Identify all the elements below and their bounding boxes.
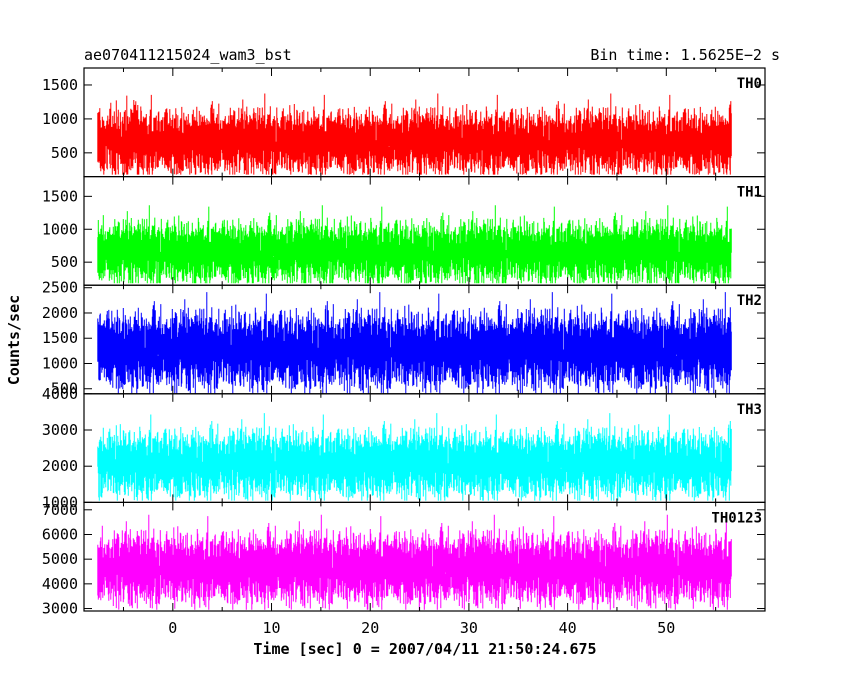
y-tick-label: 3000 bbox=[42, 421, 78, 439]
y-tick-label: 2000 bbox=[42, 304, 78, 322]
y-tick-label: 3000 bbox=[42, 600, 78, 618]
panel-th2: 500 1000 1500 2000 2500 TH2 bbox=[42, 279, 766, 398]
y-tick-label: 500 bbox=[51, 380, 78, 398]
series-th1 bbox=[97, 205, 732, 284]
series-th3 bbox=[97, 413, 732, 501]
chart-title: ae070411215024_wam3_bst bbox=[84, 46, 292, 64]
series-th0123 bbox=[97, 514, 732, 610]
y-tick-label: 1000 bbox=[42, 493, 78, 511]
y-tick-label: 2500 bbox=[42, 279, 78, 297]
x-tick-label: 30 bbox=[460, 619, 478, 637]
x-tick-label: 40 bbox=[559, 619, 577, 637]
y-tick-label: 6000 bbox=[42, 525, 78, 543]
y-tick-label: 4000 bbox=[42, 385, 78, 403]
panel-label: TH3 bbox=[737, 402, 762, 418]
x-axis-title: Time [sec] 0 = 2007/04/11 21:50:24.675 bbox=[253, 640, 596, 658]
x-tick-label: 10 bbox=[262, 619, 280, 637]
y-tick-label: 2000 bbox=[42, 457, 78, 475]
y-axis-title: Counts/sec bbox=[5, 295, 23, 385]
y-tick-label: 1500 bbox=[42, 329, 78, 347]
y-tick-label: 500 bbox=[51, 144, 78, 162]
panel-label: TH1 bbox=[737, 185, 762, 201]
y-tick-label: 4000 bbox=[42, 575, 78, 593]
panel-frame bbox=[83, 501, 766, 612]
bin-time-label: Bin time: 1.5625E−2 s bbox=[590, 46, 780, 64]
y-tick-label: 5000 bbox=[42, 550, 78, 568]
y-tick-label: 1000 bbox=[42, 110, 78, 128]
panel-th1: 500 1000 1500 TH1 bbox=[42, 176, 766, 286]
panel-label: TH0 bbox=[737, 76, 762, 92]
x-tick-label: 50 bbox=[657, 619, 675, 637]
series-th0 bbox=[97, 93, 732, 175]
panel-th0: 500 1000 1500 TH0 bbox=[42, 67, 766, 178]
y-tick-label: 1000 bbox=[42, 220, 78, 238]
x-tick-label: 0 bbox=[168, 619, 177, 637]
panel-label: TH0123 bbox=[711, 510, 762, 526]
y-tick-label: 1500 bbox=[42, 76, 78, 94]
panel-label: TH2 bbox=[737, 293, 762, 309]
x-tick-label: 20 bbox=[361, 619, 379, 637]
series-th2 bbox=[97, 292, 732, 394]
y-tick-label: 7000 bbox=[42, 501, 78, 519]
y-tick-label: 1000 bbox=[42, 354, 78, 372]
panel-th3: 1000 2000 3000 4000 TH3 bbox=[42, 385, 766, 511]
panel-th0123: 3000 4000 5000 6000 7000 TH0123 bbox=[42, 501, 766, 618]
y-tick-label: 500 bbox=[51, 253, 78, 271]
y-tick-label: 1500 bbox=[42, 187, 78, 205]
